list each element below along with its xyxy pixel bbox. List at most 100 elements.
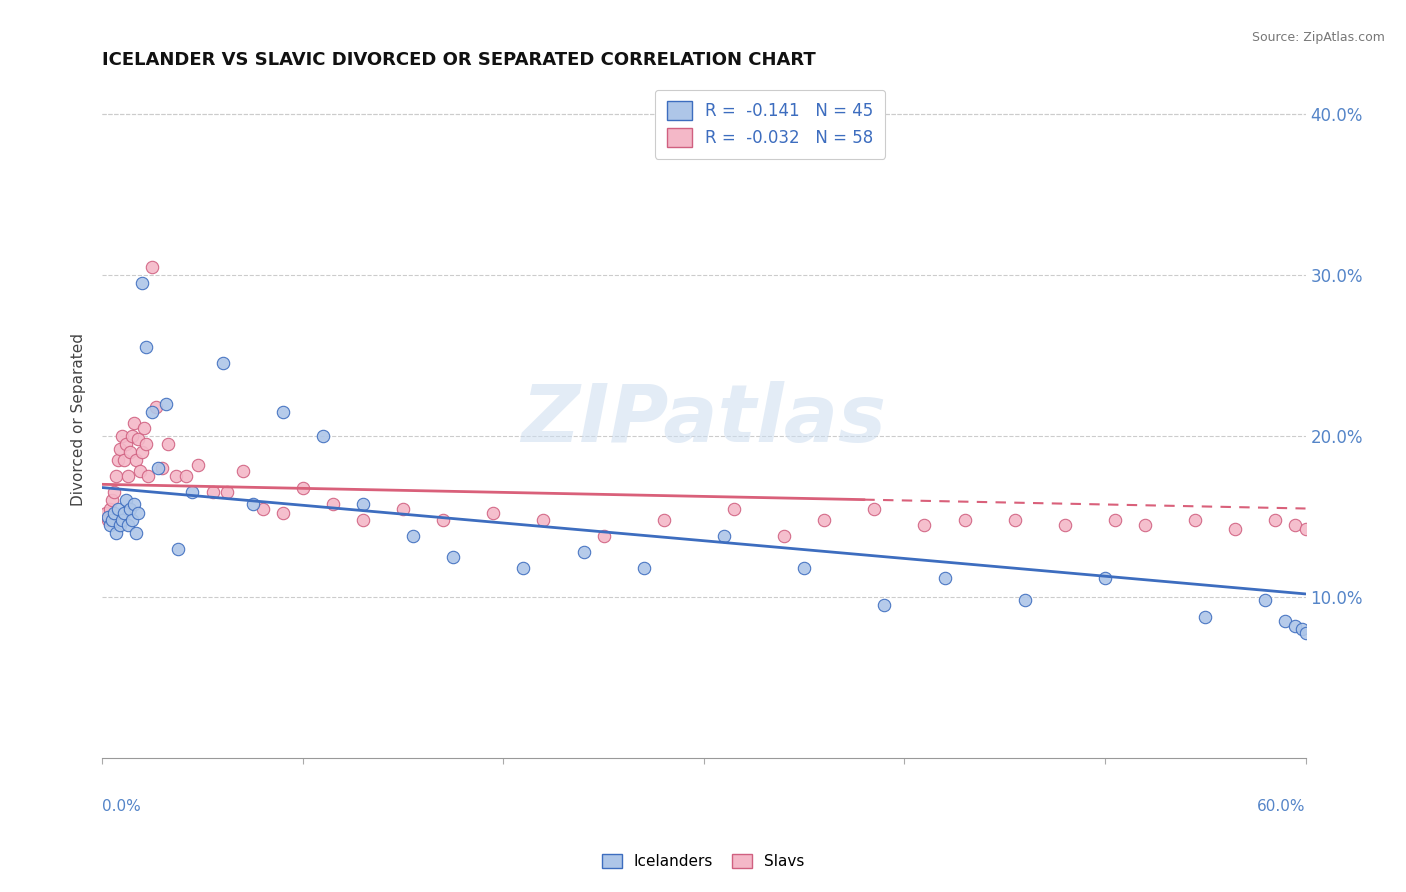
Point — [352, 513, 374, 527]
Point — [129, 465, 152, 479]
Point — [157, 437, 180, 451]
Point — [1264, 513, 1286, 527]
Point — [141, 260, 163, 274]
Point — [103, 485, 125, 500]
Point — [141, 405, 163, 419]
Point — [322, 497, 344, 511]
Point — [1284, 517, 1306, 532]
Point — [352, 497, 374, 511]
Point — [242, 497, 264, 511]
Point — [1295, 523, 1317, 537]
Point — [723, 501, 745, 516]
Point — [271, 405, 294, 419]
Text: ICELANDER VS SLAVIC DIVORCED OR SEPARATED CORRELATION CHART: ICELANDER VS SLAVIC DIVORCED OR SEPARATE… — [103, 51, 815, 69]
Point — [1104, 513, 1126, 527]
Point — [121, 513, 143, 527]
Point — [1225, 523, 1247, 537]
Point — [432, 513, 454, 527]
Legend: R =  -0.141   N = 45, R =  -0.032   N = 58: R = -0.141 N = 45, R = -0.032 N = 58 — [655, 90, 884, 159]
Point — [633, 561, 655, 575]
Point — [127, 506, 149, 520]
Point — [1004, 513, 1026, 527]
Text: 60.0%: 60.0% — [1257, 799, 1306, 814]
Point — [125, 453, 148, 467]
Point — [115, 493, 138, 508]
Point — [98, 501, 121, 516]
Point — [120, 501, 142, 516]
Point — [1194, 609, 1216, 624]
Point — [135, 437, 157, 451]
Point — [120, 445, 142, 459]
Point — [107, 501, 129, 516]
Point — [252, 501, 274, 516]
Point — [934, 571, 956, 585]
Point — [103, 506, 125, 520]
Point — [124, 497, 146, 511]
Text: Source: ZipAtlas.com: Source: ZipAtlas.com — [1251, 31, 1385, 45]
Point — [117, 517, 139, 532]
Point — [211, 356, 233, 370]
Point — [117, 469, 139, 483]
Point — [145, 400, 167, 414]
Point — [232, 465, 254, 479]
Point — [572, 545, 595, 559]
Point — [124, 416, 146, 430]
Point — [312, 429, 335, 443]
Point — [863, 501, 886, 516]
Point — [953, 513, 976, 527]
Point — [187, 458, 209, 472]
Point — [392, 501, 415, 516]
Text: 0.0%: 0.0% — [103, 799, 141, 814]
Point — [105, 469, 128, 483]
Point — [512, 561, 534, 575]
Point — [110, 442, 132, 456]
Point — [1094, 571, 1116, 585]
Point — [111, 513, 134, 527]
Point — [112, 453, 135, 467]
Point — [131, 445, 153, 459]
Point — [167, 541, 190, 556]
Point — [150, 461, 173, 475]
Point — [98, 517, 121, 532]
Point — [97, 509, 120, 524]
Point — [155, 397, 177, 411]
Point — [148, 461, 170, 475]
Point — [115, 437, 138, 451]
Point — [1291, 623, 1313, 637]
Point — [1133, 517, 1156, 532]
Point — [1184, 513, 1206, 527]
Point — [1014, 593, 1036, 607]
Point — [96, 506, 118, 520]
Point — [110, 517, 132, 532]
Point — [101, 493, 124, 508]
Legend: Icelanders, Slavs: Icelanders, Slavs — [596, 847, 810, 875]
Point — [121, 429, 143, 443]
Point — [652, 513, 675, 527]
Point — [201, 485, 224, 500]
Point — [402, 529, 425, 543]
Point — [482, 506, 505, 520]
Point — [592, 529, 614, 543]
Point — [112, 506, 135, 520]
Point — [181, 485, 204, 500]
Point — [713, 529, 735, 543]
Point — [135, 340, 157, 354]
Point — [165, 469, 187, 483]
Point — [215, 485, 238, 500]
Point — [441, 549, 464, 564]
Point — [1284, 619, 1306, 633]
Point — [138, 469, 160, 483]
Point — [291, 481, 314, 495]
Point — [134, 421, 156, 435]
Point — [813, 513, 835, 527]
Y-axis label: Divorced or Separated: Divorced or Separated — [72, 334, 86, 507]
Point — [105, 525, 128, 540]
Point — [1274, 615, 1296, 629]
Point — [176, 469, 198, 483]
Point — [107, 453, 129, 467]
Point — [101, 513, 124, 527]
Point — [773, 529, 796, 543]
Point — [873, 598, 896, 612]
Point — [271, 506, 294, 520]
Point — [533, 513, 555, 527]
